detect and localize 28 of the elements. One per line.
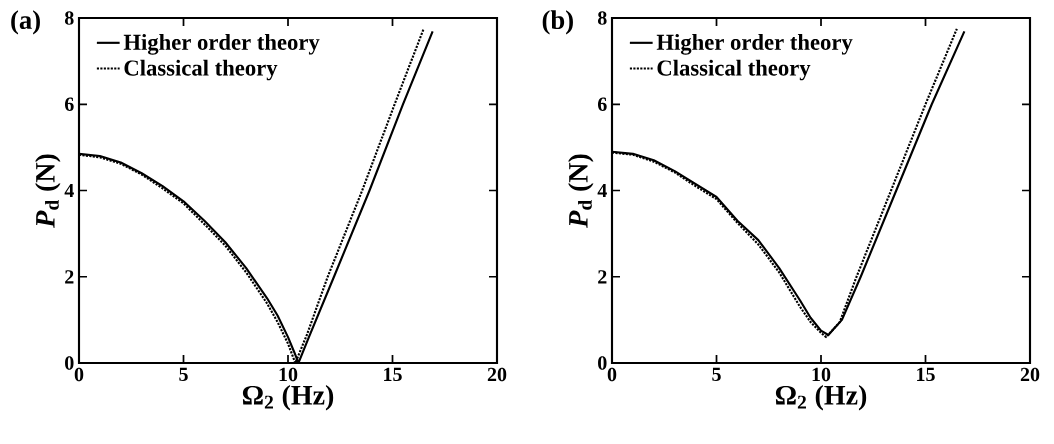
x-tick-label: 15 (917, 367, 935, 382)
y-tick-label: 8 (597, 11, 607, 25)
y-tick-label: 2 (598, 270, 607, 284)
y-tick-label: 0 (598, 356, 607, 370)
y-tick-label: 2 (65, 270, 74, 284)
y-tick-label: 6 (597, 97, 607, 111)
x-tick-label: 10 (279, 367, 298, 382)
x-axis-title: Ω$_{2}$ (Hz) (775, 385, 867, 411)
legend-label: Classical theory (657, 59, 811, 81)
legend-label: Classical theory (124, 59, 278, 81)
y-tick-label: 4 (64, 183, 74, 198)
chart-title: (b) (542, 10, 573, 35)
x-tick-label: 10 (812, 367, 831, 382)
y-tick-label: 4 (597, 183, 607, 198)
y-tick-label: 8 (64, 11, 74, 25)
y-axis-title: P$_{d}$ (N) (568, 154, 594, 228)
x-tick-label: 20 (1020, 367, 1040, 382)
legend-label: Higher order theory (123, 33, 320, 55)
x-tick-label: 15 (384, 367, 402, 382)
legend-label: Higher order theory (656, 33, 853, 55)
y-axis-title: P$_{d}$ (N) (35, 154, 61, 228)
x-tick-label: 5 (712, 367, 721, 381)
x-tick-label: 20 (487, 367, 507, 382)
x-axis-title: Ω$_{2}$ (Hz) (242, 385, 334, 411)
y-tick-label: 6 (64, 97, 74, 111)
chart-title: (a) (11, 10, 40, 35)
x-tick-label: 5 (179, 367, 188, 381)
y-tick-label: 0 (65, 356, 74, 370)
